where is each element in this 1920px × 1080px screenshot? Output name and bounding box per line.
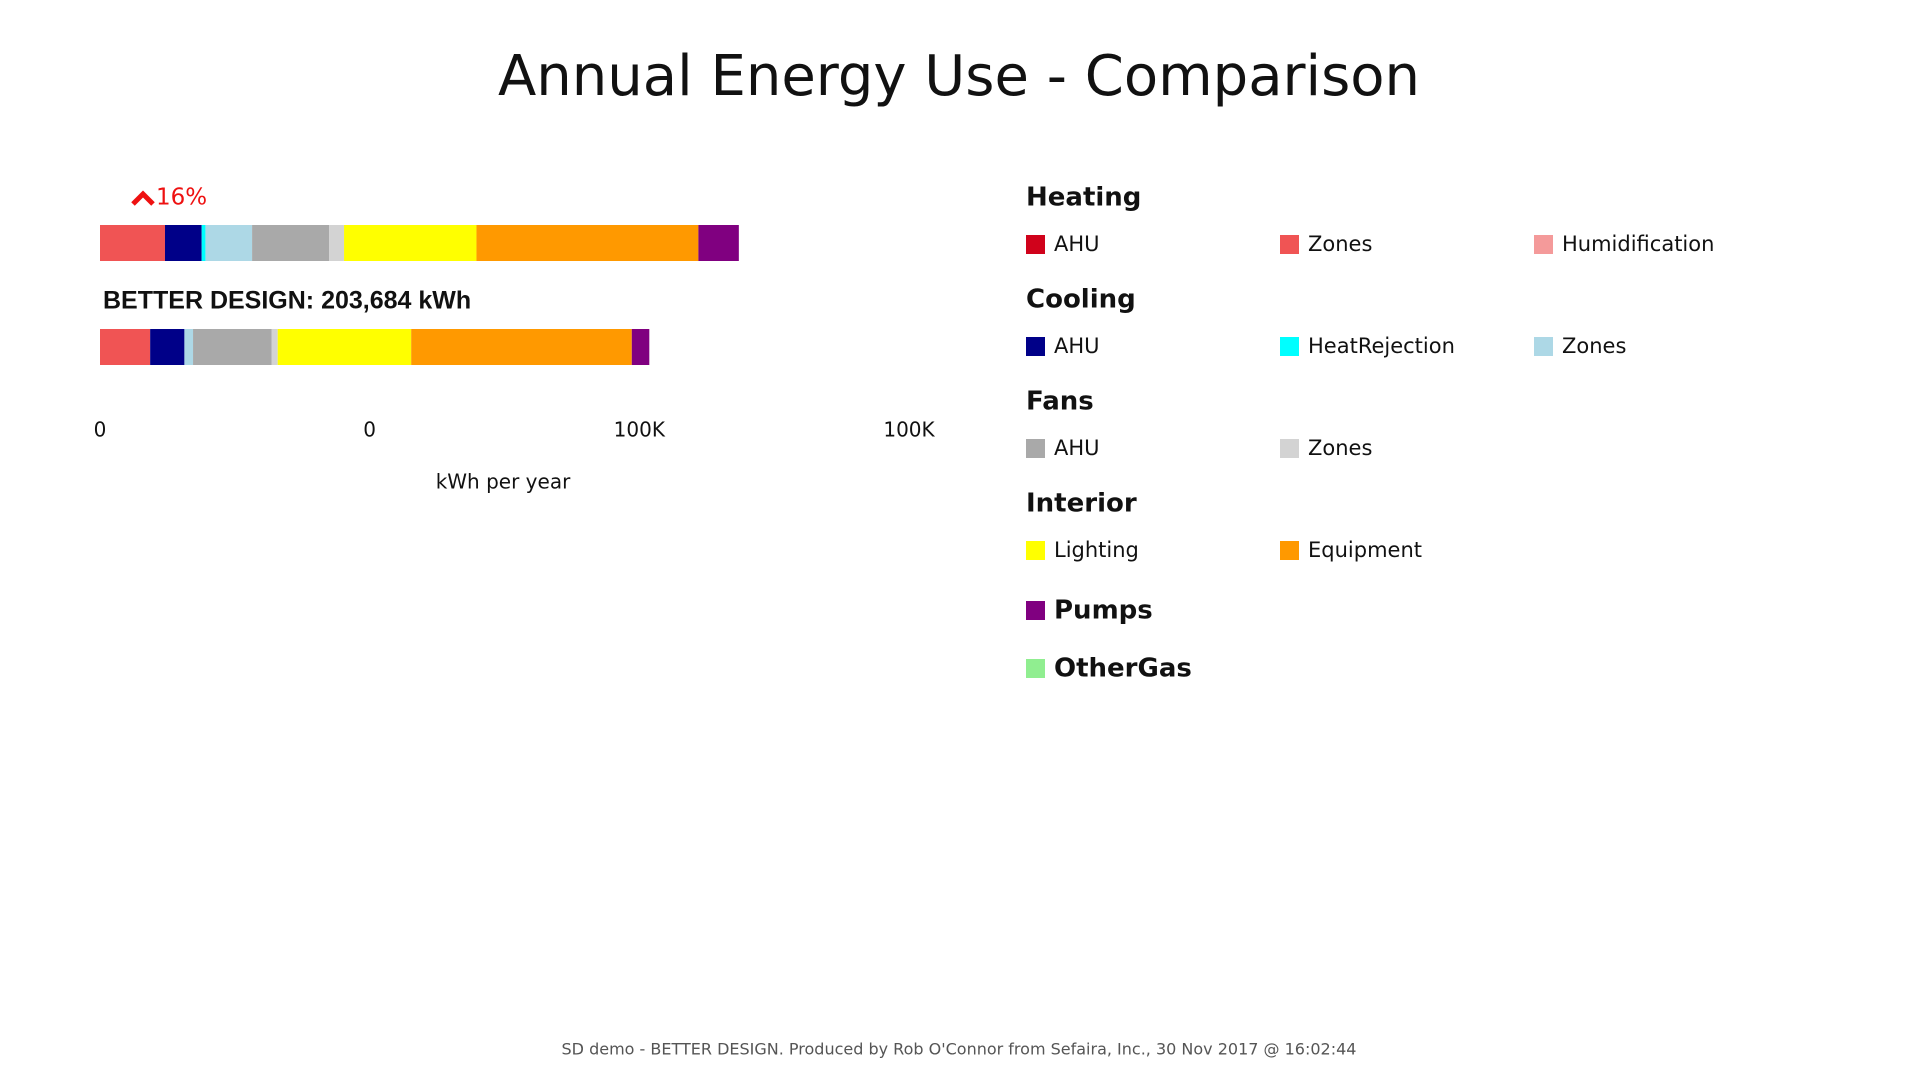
bar-segment	[329, 225, 345, 261]
legend-group: Pumps	[1054, 596, 1153, 626]
legend-group: Cooling	[1026, 285, 1136, 315]
legend-swatch	[1280, 235, 1299, 254]
up-arrow	[131, 190, 155, 206]
x-axis-label: kWh per year	[436, 470, 571, 494]
legend-swatch	[1026, 659, 1045, 678]
legend-swatch	[1280, 541, 1299, 560]
legend-label: Zones	[1308, 232, 1372, 256]
bar-segment	[193, 329, 272, 365]
bar-segment	[201, 225, 206, 261]
bar-segment	[631, 329, 650, 365]
legend-label: AHU	[1054, 232, 1100, 256]
legend-label: Equipment	[1308, 538, 1422, 562]
bar-segment	[100, 225, 165, 261]
bar-segment	[205, 225, 253, 261]
bar-segment	[277, 329, 412, 365]
legend-swatch	[1534, 235, 1553, 254]
legend-swatch	[1280, 337, 1299, 356]
legend-label: Zones	[1562, 334, 1626, 358]
legend-group: OtherGas	[1054, 654, 1192, 684]
bar-segment	[476, 225, 699, 261]
category-label: BETTER DESIGN: 203,684 kWh	[103, 287, 471, 315]
bar-segment	[184, 329, 194, 365]
legend-group: Fans	[1026, 387, 1094, 417]
bar-segment	[411, 329, 632, 365]
change-annotation: 16%	[156, 185, 207, 211]
legend-label: Humidification	[1562, 232, 1714, 256]
bar-segment	[164, 225, 202, 261]
bar-segment	[698, 225, 739, 261]
legend-swatch	[1026, 541, 1045, 560]
bar-segment	[271, 329, 278, 365]
x-tick-label: 100K	[883, 418, 935, 442]
bar-segment	[344, 225, 477, 261]
chart-title: Annual Energy Use - Comparison	[498, 44, 1420, 109]
legend-swatch	[1026, 601, 1045, 620]
x-tick-label: 0	[363, 418, 376, 442]
bar-segment	[150, 329, 185, 365]
legend-swatch	[1280, 439, 1299, 458]
x-tick-label: 100K	[614, 418, 666, 442]
legend-label: HeatRejection	[1308, 334, 1455, 358]
legend-swatch	[1026, 235, 1045, 254]
legend-label: AHU	[1054, 436, 1100, 460]
legend-label: AHU	[1054, 334, 1100, 358]
bar-segment	[100, 329, 151, 365]
legend-group: Heating	[1026, 183, 1141, 213]
legend-swatch	[1026, 337, 1045, 356]
x-tick-label: 0	[94, 418, 107, 442]
legend-group: Interior	[1026, 489, 1137, 519]
legend-label: Zones	[1308, 436, 1372, 460]
legend-label: Lighting	[1054, 538, 1139, 562]
legend-swatch	[1026, 439, 1045, 458]
legend-swatch	[1534, 337, 1553, 356]
bar-segment	[252, 225, 330, 261]
footer: SD demo - BETTER DESIGN. Produced by Rob…	[562, 1040, 1357, 1059]
